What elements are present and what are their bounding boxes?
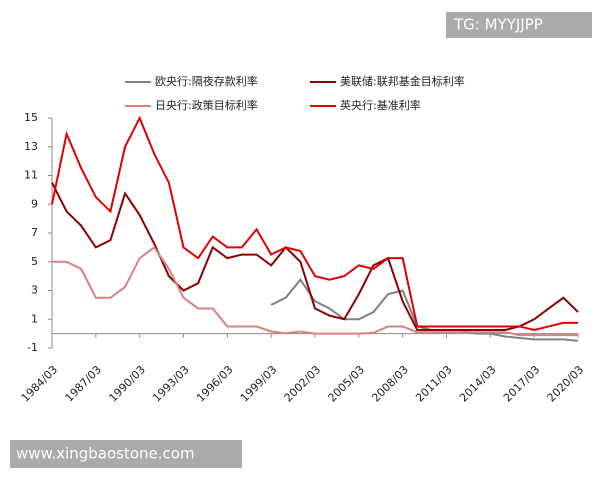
line: [52, 245, 578, 337]
y-tick-label: 5: [31, 255, 38, 268]
x-tick-label: 2002/03: [282, 363, 324, 405]
x-tick-label: 2014/03: [457, 363, 499, 405]
x-tick-label: 1996/03: [194, 363, 236, 405]
watermark: TG: MYYJJPP: [453, 16, 543, 34]
y-tick-label: 9: [31, 197, 38, 210]
y-tick-label: -1: [27, 341, 38, 354]
x-tick-label: 2017/03: [501, 363, 543, 405]
x-tick-label: 2020/03: [545, 363, 587, 405]
x-tick-label: 1987/03: [63, 363, 105, 405]
legend-label: 欧央行:隔夜存款利率: [155, 74, 258, 88]
x-tick-label: 1999/03: [238, 363, 280, 405]
y-tick-label: 3: [31, 284, 38, 297]
x-tick-label: 1990/03: [106, 363, 148, 405]
x-tick-label: 1984/03: [19, 363, 61, 405]
x-tick-label: 2011/03: [413, 363, 455, 405]
line: [51, 115, 578, 332]
y-tick-label: 1: [31, 312, 38, 325]
watermark-box: [10, 440, 242, 468]
line: [270, 278, 579, 342]
y-tick-label: 15: [24, 111, 38, 124]
legend-label: 日央行:政策目标利率: [155, 98, 258, 112]
line: [51, 182, 579, 332]
x-tick-label: 2005/03: [326, 363, 368, 405]
watermark-box: [446, 12, 592, 38]
watermark: www.xingbaostone.com: [16, 445, 195, 463]
y-tick-label: 13: [24, 140, 38, 153]
y-tick-label: 7: [31, 226, 38, 239]
x-tick-label: 1993/03: [150, 363, 192, 405]
legend-label: 美联储:联邦基金目标利率: [340, 74, 465, 88]
y-tick-label: 11: [24, 169, 38, 182]
x-tick-label: 2008/03: [369, 363, 411, 405]
legend-label: 英央行:基准利率: [340, 98, 421, 112]
